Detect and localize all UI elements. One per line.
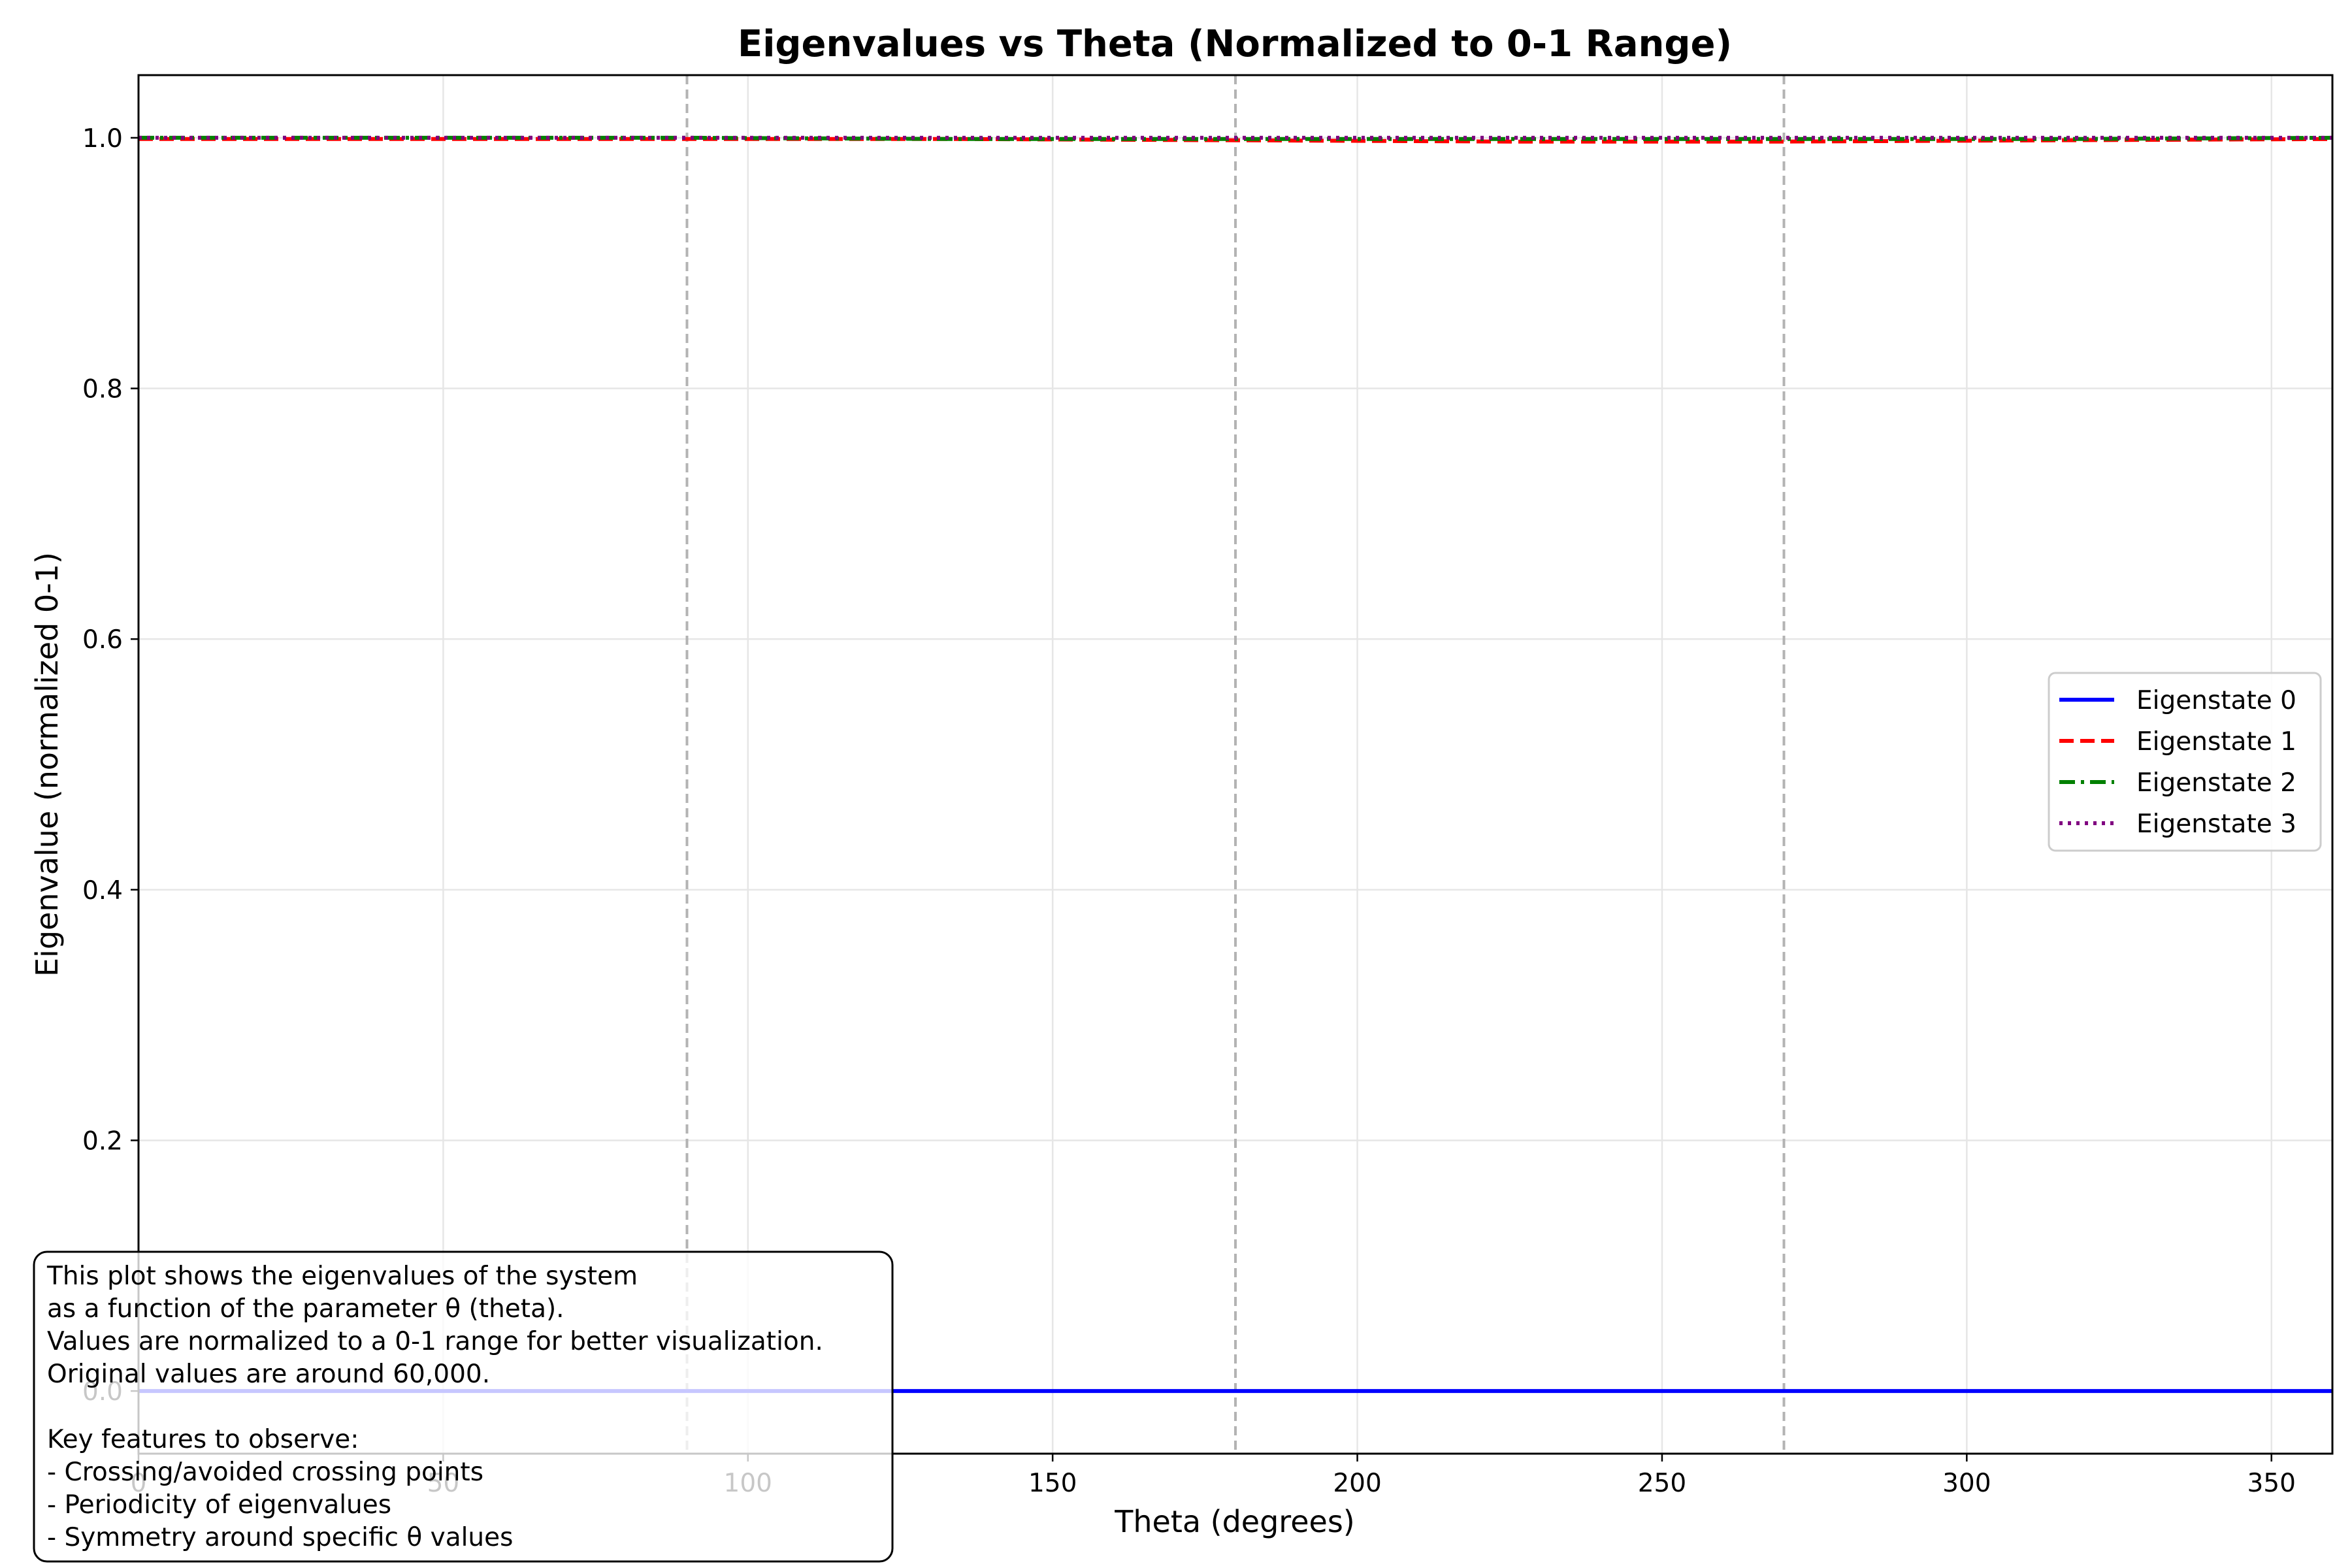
annotation-box: This plot shows the eigenvalues of the s… <box>33 1250 894 1563</box>
legend-label: Eigenstate 0 <box>2136 686 2296 715</box>
y-axis-ticks: 0.00.20.40.60.81.0 <box>82 124 139 1407</box>
annotation-line: Key features to observe: <box>47 1425 359 1454</box>
annotation-line: - Symmetry around specific θ values <box>47 1523 513 1552</box>
x-tick-label: 200 <box>1333 1469 1381 1498</box>
annotation-line: - Crossing/avoided crossing points <box>47 1458 483 1487</box>
y-tick-label: 0.6 <box>82 625 123 655</box>
x-tick-label: 300 <box>1942 1469 1991 1498</box>
reference-lines <box>685 75 1786 1454</box>
x-axis-label: Theta (degrees) <box>1114 1504 1354 1539</box>
x-tick-label: 150 <box>1028 1469 1077 1498</box>
chart-title: Eigenvalues vs Theta (Normalized to 0-1 … <box>738 23 1732 65</box>
y-tick-label: 0.4 <box>82 876 123 906</box>
legend-label: Eigenstate 1 <box>2136 727 2296 757</box>
legend-label: Eigenstate 3 <box>2136 809 2296 839</box>
annotation-frame <box>33 1250 894 1563</box>
annotation-line: Original values are around 60,000. <box>47 1360 490 1389</box>
annotation-line: Values are normalized to a 0-1 range for… <box>47 1327 823 1356</box>
x-tick-label: 250 <box>1638 1469 1686 1498</box>
annotation-line: as a function of the parameter θ (theta)… <box>47 1294 564 1324</box>
annotation-line: This plot shows the eigenvalues of the s… <box>46 1262 638 1291</box>
legend-label: Eigenstate 2 <box>2136 768 2296 798</box>
legend: Eigenstate 0 Eigenstate 1 Eigenstate 2 Eige… <box>2048 672 2322 852</box>
y-axis-label: Eigenvalue (normalized 0-1) <box>29 552 65 977</box>
y-tick-label: 1.0 <box>82 124 123 154</box>
annotation-line: - Periodicity of eigenvalues <box>47 1490 391 1520</box>
y-tick-label: 0.2 <box>82 1126 123 1156</box>
plot-frame <box>137 74 2334 1455</box>
x-tick-label: 350 <box>2247 1469 2295 1498</box>
y-tick-label: 0.8 <box>82 375 123 404</box>
legend-frame <box>2048 672 2322 852</box>
